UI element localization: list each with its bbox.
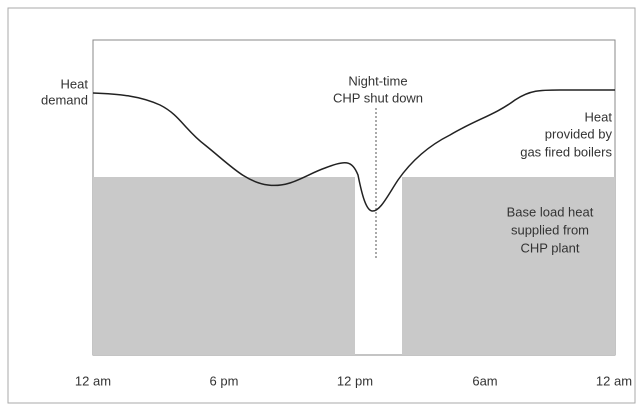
annotation: demand: [41, 92, 88, 107]
x-label: 12 pm: [337, 373, 373, 388]
annotation: gas fired boilers: [520, 144, 612, 159]
x-label: 12 am: [75, 373, 111, 388]
annotation: CHP shut down: [333, 90, 423, 105]
annotation: Night-time: [348, 73, 407, 88]
annotation: Heat: [585, 109, 613, 124]
annotation: CHP plant: [520, 240, 579, 255]
chp-base-load: [93, 177, 355, 355]
annotation: supplied from: [511, 222, 589, 237]
heat-demand-curve: [92, 89, 615, 212]
x-label: 6 pm: [210, 373, 239, 388]
chp-base-load: [402, 177, 615, 355]
x-label: 6am: [472, 373, 497, 388]
annotation: Heat: [61, 76, 89, 91]
annotation: provided by: [545, 126, 613, 141]
x-label: 12 am: [596, 373, 632, 388]
annotation: Base load heat: [507, 204, 594, 219]
